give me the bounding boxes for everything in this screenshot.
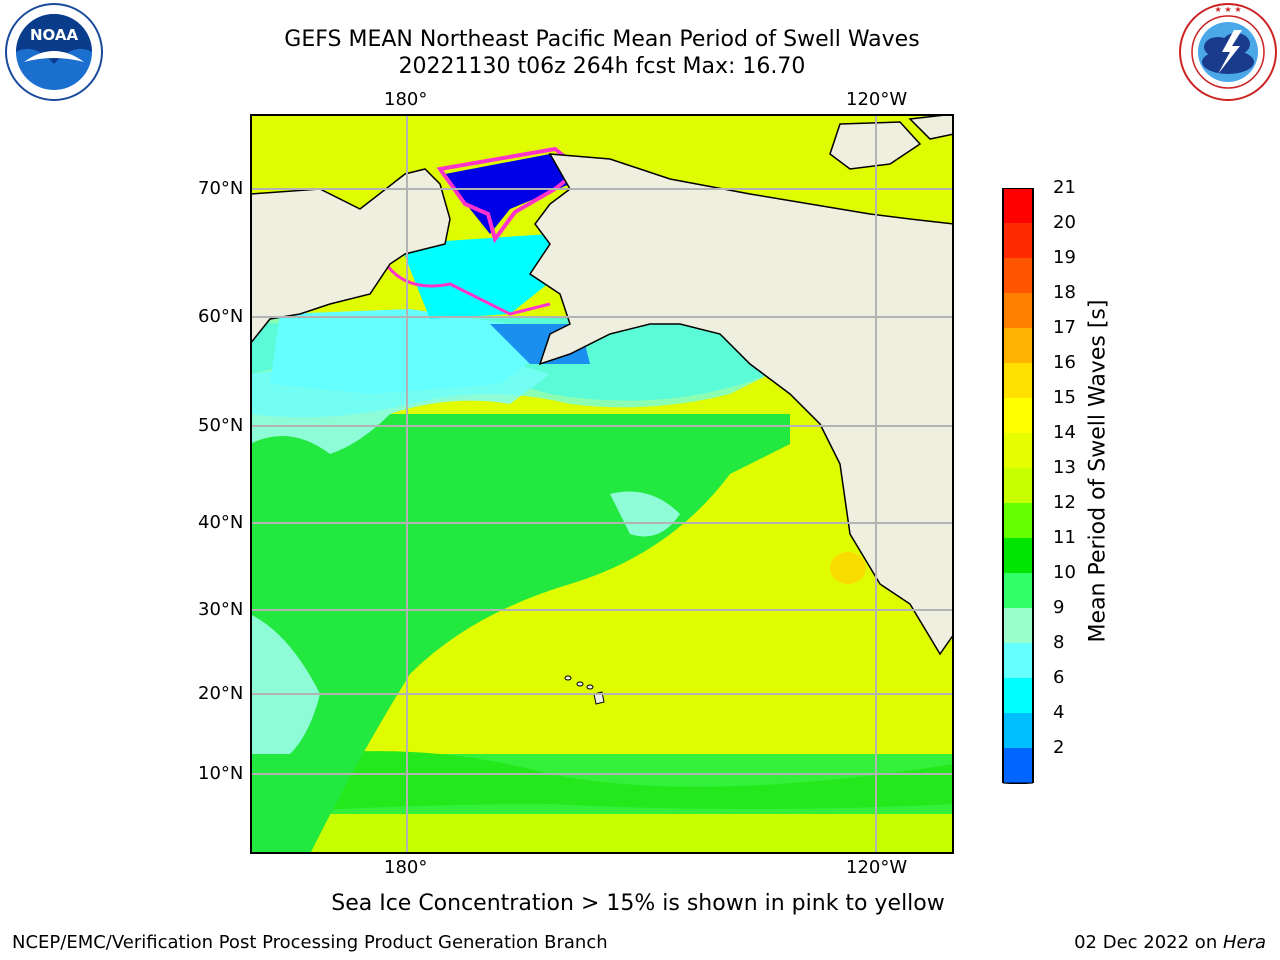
colorbar-segment (1003, 398, 1033, 433)
colorbar (1002, 188, 1034, 784)
colorbar-tick-label: 9 (1053, 597, 1065, 618)
chart-title: GEFS MEAN Northeast Pacific Mean Period … (284, 27, 920, 52)
colorbar-tick-label: 19 (1053, 247, 1076, 268)
chart-subtitle: 20221130 t06z 264h fcst Max: 16.70 (398, 54, 806, 79)
colorbar-tick-label: 12 (1053, 492, 1076, 513)
lat-tick-50n: 50°N (198, 415, 244, 436)
lat-tick-60n: 60°N (198, 306, 244, 327)
lon-tick-top-180: 180° (384, 89, 428, 110)
colorbar-tick-label: 21 (1053, 177, 1076, 198)
map-panel (250, 114, 954, 854)
lat-tick-30n: 30°N (198, 599, 244, 620)
lon-tick-bottom-120w: 120°W (846, 857, 908, 878)
colorbar-segment (1003, 643, 1033, 678)
colorbar-tick-label: 17 (1053, 317, 1076, 338)
colorbar-tick-label: 16 (1053, 352, 1076, 373)
noaa-logo-text: NOAA (30, 26, 79, 44)
colorbar-segment (1003, 188, 1033, 223)
noaa-logo: NOAA (5, 3, 103, 101)
colorbar-segment (1003, 538, 1033, 573)
date-prefix: 02 Dec 2022 on (1074, 932, 1223, 953)
colorbar-segment (1003, 433, 1033, 468)
colorbar-tick-label: 13 (1053, 457, 1076, 478)
colorbar-segment (1003, 223, 1033, 258)
lat-tick-40n: 40°N (198, 512, 244, 533)
colorbar-segment (1003, 293, 1033, 328)
colorbar-tick-label: 2 (1053, 737, 1065, 758)
colorbar-tick-label: 6 (1053, 667, 1065, 688)
colorbar-segment (1003, 678, 1033, 713)
colorbar-tick-label: 4 (1053, 702, 1065, 723)
lat-tick-10n: 10°N (198, 763, 244, 784)
lat-tick-70n: 70°N (198, 178, 244, 199)
colorbar-tick-label: 20 (1053, 212, 1076, 233)
colorbar-segment (1003, 748, 1033, 783)
colorbar-segment (1003, 363, 1033, 398)
colorbar-extend-arrow (1002, 782, 1034, 784)
colorbar-title: Mean Period of Swell Waves [s] (1085, 299, 1111, 643)
colorbar-tick-label: 15 (1053, 387, 1076, 408)
lat-tick-20n: 20°N (198, 683, 244, 704)
credit-text: NCEP/EMC/Verification Post Processing Pr… (12, 932, 608, 953)
colorbar-segment (1003, 573, 1033, 608)
graticule (250, 114, 954, 854)
colorbar-tick-label: 10 (1053, 562, 1076, 583)
colorbar-segment (1003, 468, 1033, 503)
colorbar-tick-label: 11 (1053, 527, 1076, 548)
lon-tick-bottom-180: 180° (384, 857, 428, 878)
date-host: Hera (1222, 932, 1266, 953)
colorbar-tick-label: 18 (1053, 282, 1076, 303)
colorbar-tick-label: 8 (1053, 632, 1065, 653)
colorbar-segment (1003, 713, 1033, 748)
date-text: 02 Dec 2022 on Hera (1074, 932, 1266, 953)
sea-ice-note: Sea Ice Concentration > 15% is shown in … (331, 891, 945, 916)
lon-tick-top-120w: 120°W (846, 89, 908, 110)
colorbar-segment (1003, 608, 1033, 643)
colorbar-segment (1003, 258, 1033, 293)
svg-text:★ ★ ★: ★ ★ ★ (1214, 5, 1241, 14)
colorbar-segment (1003, 503, 1033, 538)
colorbar-segment (1003, 328, 1033, 363)
nws-logo: ★ ★ ★ (1179, 3, 1277, 101)
colorbar-tick-label: 14 (1053, 422, 1076, 443)
